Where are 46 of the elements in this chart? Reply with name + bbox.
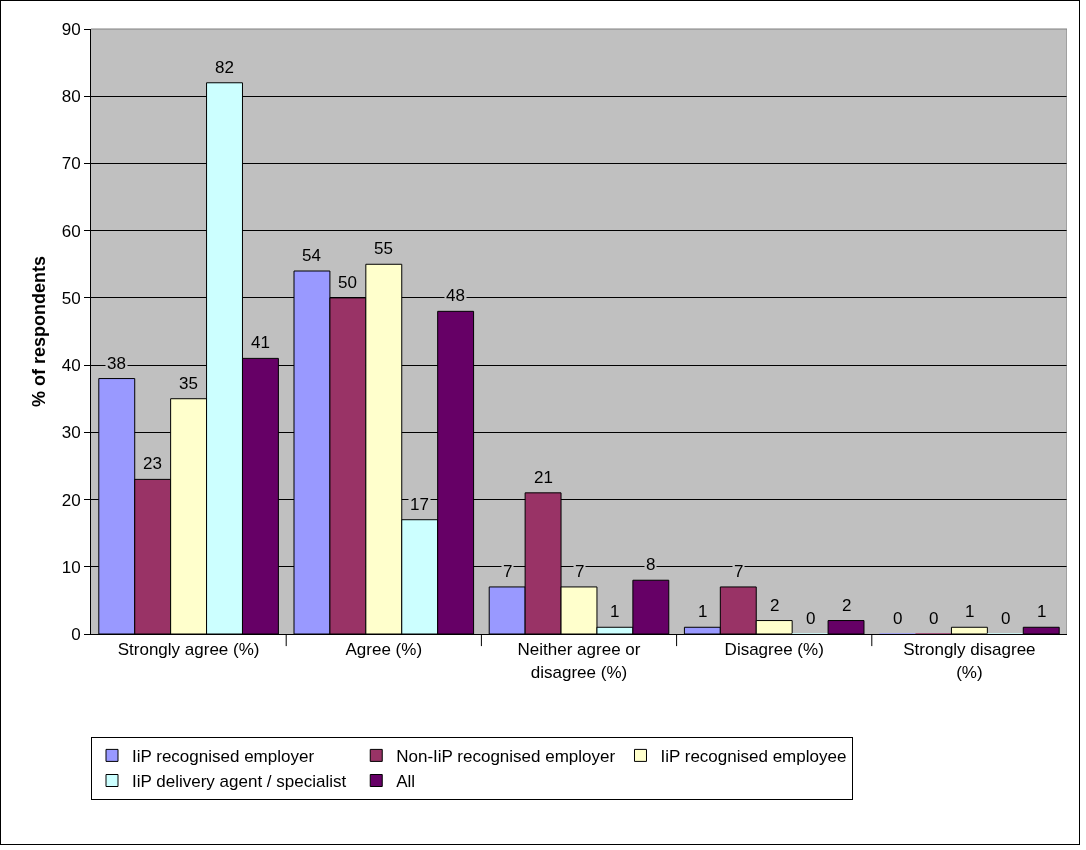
legend-label: IiP recognised employee	[660, 747, 847, 767]
data-label: 17	[410, 495, 429, 514]
y-tick-label: 0	[71, 624, 81, 644]
data-label: 1	[698, 602, 708, 621]
data-label: 55	[374, 239, 393, 258]
y-tick-label: 30	[61, 423, 81, 443]
y-tick-label: 70	[61, 154, 81, 174]
y-tick-label: 80	[61, 87, 81, 107]
data-label: 7	[734, 562, 744, 581]
x-tick-label: Neither agree or disagree (%)	[517, 640, 641, 682]
y-tick-label: 50	[61, 288, 81, 308]
x-tick-label: Disagree (%)	[724, 640, 824, 660]
y-tick-label: 20	[61, 490, 81, 510]
y-axis-title: % of respondents	[29, 255, 49, 408]
legend-label: IiP delivery agent / specialist	[132, 772, 347, 792]
data-label: 35	[179, 374, 198, 393]
data-label: 1	[610, 602, 620, 621]
data-label: 0	[893, 609, 903, 628]
y-tick-label: 10	[61, 557, 81, 577]
data-label: 7	[575, 562, 585, 581]
data-label: 8	[646, 555, 656, 574]
data-label: 21	[534, 468, 553, 487]
data-label: 0	[929, 609, 939, 628]
legend-label: All	[396, 772, 416, 792]
data-label: 0	[1001, 609, 1011, 628]
x-tick-label: Strongly disagree (%)	[903, 640, 1036, 682]
data-label: 2	[842, 596, 852, 615]
data-label: 23	[143, 454, 162, 473]
y-tick-label: 90	[61, 19, 81, 39]
data-label: 82	[215, 58, 234, 77]
data-label: 1	[1037, 602, 1047, 621]
data-label: 1	[965, 602, 975, 621]
data-label: 48	[446, 286, 465, 305]
data-label: 41	[251, 333, 270, 352]
y-tick-label: 40	[61, 356, 81, 376]
x-tick-label: Strongly agree (%)	[117, 640, 260, 660]
y-tick-label: 60	[61, 221, 81, 241]
data-label: 0	[806, 609, 816, 628]
data-label: 7	[503, 562, 513, 581]
data-label: 54	[302, 246, 321, 265]
x-tick-label: Agree (%)	[345, 640, 423, 660]
legend-label: Non-IiP recognised employer	[396, 747, 616, 767]
data-label: 50	[338, 273, 357, 292]
data-label: 2	[770, 596, 780, 615]
data-label: 38	[107, 354, 126, 373]
legend-label: IiP recognised employer	[132, 747, 315, 767]
